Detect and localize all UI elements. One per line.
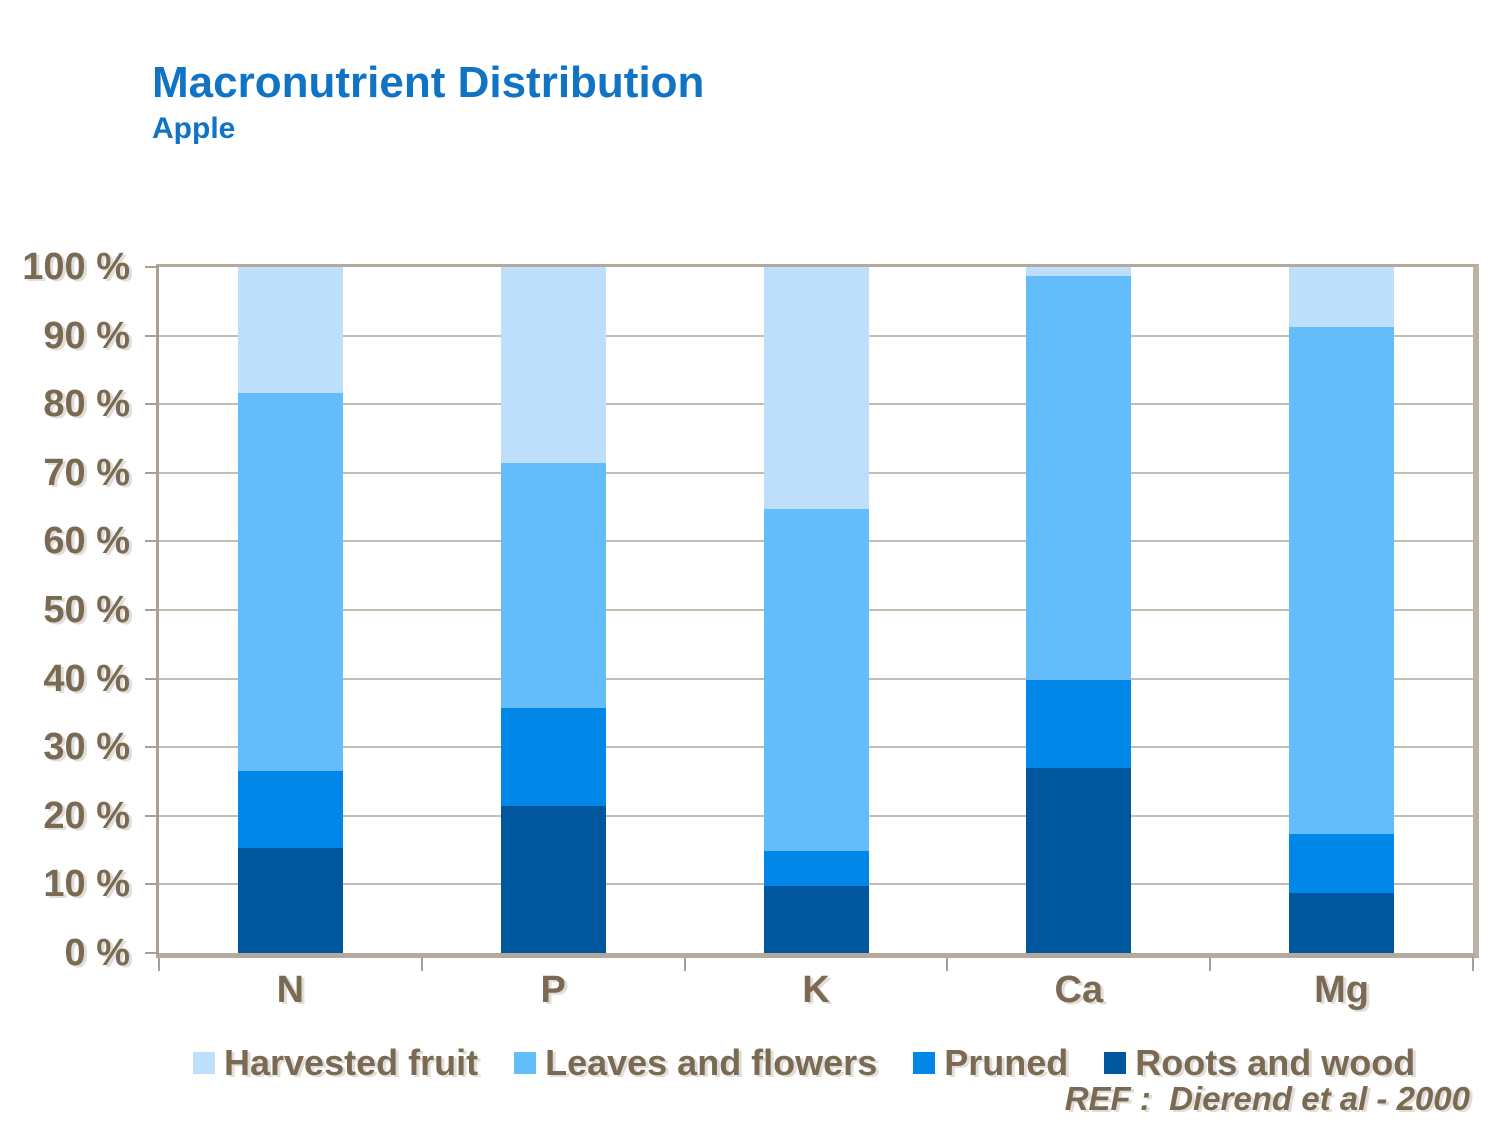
y-axis-tick-mark xyxy=(145,334,159,337)
x-axis-category-label-N: N xyxy=(276,969,305,1011)
bar-segment-K-roots-and-wood xyxy=(763,885,869,953)
legend-swatch xyxy=(913,1052,936,1074)
legend-swatch xyxy=(1104,1052,1127,1074)
chart-title: Macronutrient Distribution xyxy=(152,58,705,107)
legend-label: Roots and wood xyxy=(1135,1042,1416,1083)
y-axis-tick-label: 30 % xyxy=(43,726,130,769)
y-axis-tick-label: 80 % xyxy=(43,383,130,426)
x-axis-category-label-Mg: Mg xyxy=(1314,969,1370,1011)
bar-segment-P-pruned xyxy=(500,708,606,807)
x-axis-tick-mark xyxy=(158,958,160,971)
legend-item-roots-and-wood: Roots and wood xyxy=(1104,1042,1415,1084)
y-axis-tick-mark xyxy=(145,403,159,406)
bar-segment-N-pruned xyxy=(237,771,343,849)
legend-label: Leaves and flowers xyxy=(545,1042,878,1083)
bar-segment-N-roots-and-wood xyxy=(237,848,343,953)
y-axis-tick-mark xyxy=(145,677,159,680)
chart-legend: Harvested fruit Leaves and flowers Pruned R… xyxy=(193,1038,1415,1088)
y-axis-tick-label: 40 % xyxy=(43,657,130,700)
bar-segment-Mg-roots-and-wood xyxy=(1289,893,1395,953)
legend-item-harvested-fruit: Harvested fruit xyxy=(193,1042,478,1084)
y-axis-tick-mark xyxy=(145,746,159,749)
bar-segment-P-leaves-and-flowers xyxy=(500,463,606,709)
bar-segment-N-harvested-fruit xyxy=(237,267,343,394)
bar-segment-Ca-pruned xyxy=(1026,679,1132,769)
y-axis-tick-mark xyxy=(145,609,159,611)
y-axis-tick-mark xyxy=(145,814,159,817)
bar-segment-K-pruned xyxy=(763,851,869,886)
y-axis-tick-label: 70 % xyxy=(43,451,130,494)
bar-segment-K-leaves-and-flowers xyxy=(763,509,869,852)
reference-text: REF : Dierend et al - 2000 xyxy=(1064,1080,1470,1117)
x-axis-tick-mark xyxy=(1472,958,1474,971)
legend-item-pruned: Pruned xyxy=(913,1042,1068,1084)
bar-segment-Ca-harvested-fruit xyxy=(1026,267,1132,276)
x-axis-tick-mark xyxy=(946,958,949,971)
x-axis-tick-mark xyxy=(683,958,686,971)
bar-segment-Mg-leaves-and-flowers xyxy=(1289,327,1395,835)
legend-label: Pruned xyxy=(944,1042,1069,1083)
y-axis-tick-mark xyxy=(145,952,159,954)
y-axis-tick-label: 0 % xyxy=(64,932,130,974)
y-axis-tick-label: 20 % xyxy=(43,794,130,837)
x-axis-tick-mark xyxy=(1209,958,1212,971)
plot-frame xyxy=(156,264,1479,958)
y-axis-tick-label: 60 % xyxy=(43,520,130,563)
x-axis-category-label-Ca: Ca xyxy=(1054,969,1104,1011)
bar-segment-Mg-pruned xyxy=(1289,834,1395,894)
y-axis-tick-label: 10 % xyxy=(43,863,130,906)
legend-label: Harvested fruit xyxy=(224,1042,479,1083)
bar-segment-Mg-harvested-fruit xyxy=(1289,267,1395,328)
y-axis-tick-mark xyxy=(145,540,159,543)
legend-swatch xyxy=(193,1052,215,1074)
x-axis-category-label-P: P xyxy=(540,969,566,1011)
y-axis-tick-mark xyxy=(145,471,159,474)
plot-area xyxy=(159,267,1473,953)
bar-segment-K-harvested-fruit xyxy=(763,267,869,510)
y-axis-tick-label: 100 % xyxy=(22,246,130,288)
bar-segment-Ca-roots-and-wood xyxy=(1026,768,1132,953)
legend-item-leaves-and-flowers: Leaves and flowers xyxy=(514,1042,877,1084)
chart-subtitle: Apple xyxy=(152,112,236,145)
y-axis-tick-mark xyxy=(145,883,159,886)
x-axis-tick-mark xyxy=(420,958,423,971)
bar-segment-Ca-leaves-and-flowers xyxy=(1026,275,1132,680)
legend-swatch xyxy=(514,1052,537,1074)
y-axis-tick-label: 50 % xyxy=(43,589,130,631)
bar-segment-N-leaves-and-flowers xyxy=(237,393,343,772)
y-axis-tick-label: 90 % xyxy=(43,314,130,357)
y-axis-tick-mark xyxy=(145,266,159,268)
bar-segment-P-roots-and-wood xyxy=(500,806,606,953)
x-axis-category-label-K: K xyxy=(802,969,830,1011)
bar-segment-P-harvested-fruit xyxy=(500,267,606,464)
